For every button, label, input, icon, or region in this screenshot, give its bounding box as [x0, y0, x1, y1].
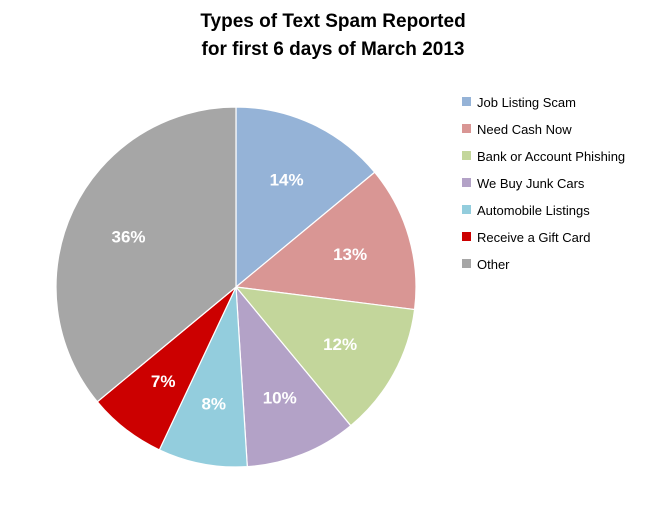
pie-slice-need-cash-now	[234, 171, 417, 311]
legend-swatch-need-cash-now	[462, 124, 471, 133]
pie-slices	[55, 106, 417, 468]
legend-swatch-we-buy-junk-cars	[462, 178, 471, 187]
legend-label-need-cash-now: Need Cash Now	[477, 122, 572, 137]
legend-swatch-job-listing-scam	[462, 97, 471, 106]
legend-swatch-receive-a-gift-card	[462, 232, 471, 241]
legend-label-job-listing-scam: Job Listing Scam	[477, 95, 576, 110]
slice-label-bank-or-account-phishing: 12%	[323, 335, 357, 354]
pie-slice-bank-or-account-phishing	[234, 286, 416, 427]
pie-slice-job-listing-scam	[235, 106, 376, 289]
legend-label-receive-a-gift-card: Receive a Gift Card	[477, 230, 590, 245]
slice-label-receive-a-gift-card: 7%	[151, 372, 176, 391]
chart-title-line-1: Types of Text Spam Reported	[200, 11, 465, 32]
slice-label-we-buy-junk-cars: 10%	[263, 388, 297, 407]
legend-swatch-bank-or-account-phishing	[462, 151, 471, 160]
pie-slice-other	[55, 106, 237, 403]
slice-label-other: 36%	[111, 227, 145, 246]
legend-swatch-other	[462, 259, 471, 268]
slice-labels: 14% 13% 12% 10% 8% 7% 36%	[111, 171, 367, 414]
slice-label-job-listing-scam: 14%	[270, 171, 304, 190]
chart-title-line-2: for first 6 days of March 2013	[202, 39, 465, 60]
legend-label-bank-or-account-phishing: Bank or Account Phishing	[477, 149, 625, 164]
slice-label-need-cash-now: 13%	[333, 245, 367, 264]
legend-swatch-automobile-listings	[462, 205, 471, 214]
legend-label-we-buy-junk-cars: We Buy Junk Cars	[477, 176, 585, 191]
legend-label-other: Other	[477, 257, 510, 272]
pie-slice-we-buy-junk-cars	[235, 285, 352, 468]
legend: Job Listing Scam Need Cash Now Bank or Acc…	[462, 95, 625, 272]
legend-label-automobile-listings: Automobile Listings	[477, 203, 590, 218]
pie-slice-automobile-listings	[158, 286, 248, 468]
slice-label-automobile-listings: 8%	[201, 395, 226, 414]
